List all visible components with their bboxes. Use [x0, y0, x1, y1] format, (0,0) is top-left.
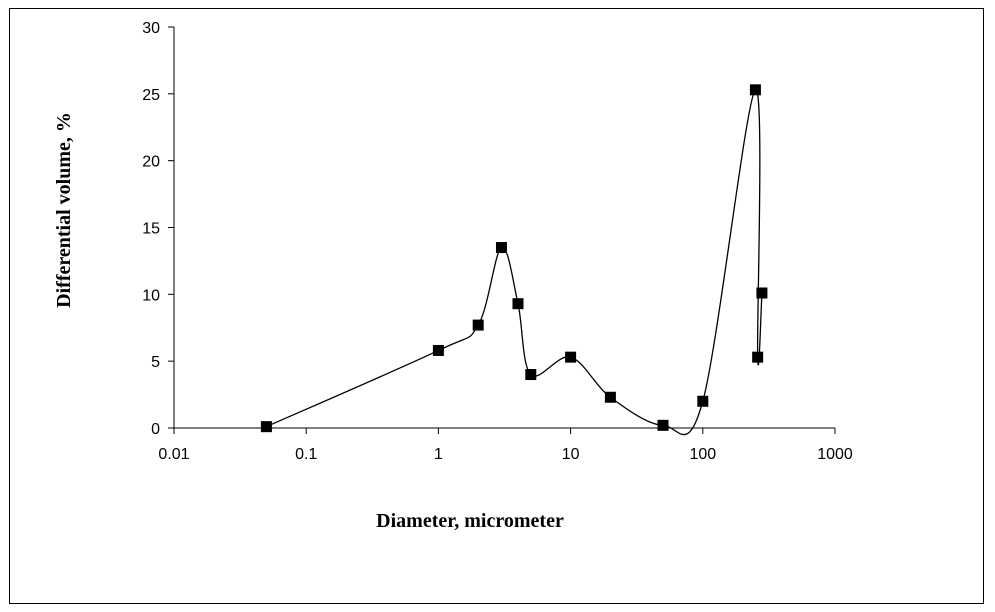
- x-tick-label: 1: [434, 446, 443, 463]
- data-point-marker: [495, 242, 507, 254]
- data-point-marker: [472, 319, 484, 331]
- data-point-marker: [432, 344, 444, 356]
- data-point-marker: [604, 391, 616, 403]
- data-point-marker: [752, 351, 764, 363]
- y-tick-label: 30: [142, 20, 160, 37]
- y-tick-label: 5: [151, 354, 160, 371]
- data-point-marker: [565, 351, 577, 363]
- chart-frame: [9, 8, 984, 604]
- data-point-marker: [525, 369, 537, 381]
- data-point-marker: [657, 419, 669, 431]
- x-tick-label: 0.1: [295, 446, 317, 463]
- y-axis-title: Differential volume, %: [53, 112, 75, 308]
- x-tick-label: 0.01: [158, 446, 189, 463]
- x-tick-label: 100: [689, 446, 716, 463]
- y-tick-label: 20: [142, 154, 160, 171]
- data-point-marker: [512, 298, 524, 310]
- x-tick-labels: 0.01 0.1 1 10 100 1000: [158, 446, 852, 463]
- x-tick-label: 10: [562, 446, 580, 463]
- y-tick-label: 10: [142, 287, 160, 304]
- y-tick-label: 0: [151, 421, 160, 438]
- x-axis-title: Diameter, micrometer: [376, 510, 564, 532]
- curve-layer: [266, 89, 763, 436]
- data-point-marker: [749, 84, 761, 96]
- data-point-marker: [756, 287, 768, 299]
- y-tick-labels: 0 5 10 15 20 25 30: [142, 20, 160, 438]
- series-line: [266, 89, 763, 436]
- data-point-marker: [260, 421, 272, 433]
- y-tick-label: 25: [142, 87, 160, 104]
- y-tick-label: 15: [142, 221, 160, 238]
- x-tick-label: 1000: [817, 446, 853, 463]
- axes: [168, 26, 836, 434]
- marker-layer: [260, 84, 768, 433]
- data-point-marker: [697, 395, 709, 407]
